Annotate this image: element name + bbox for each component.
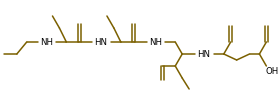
Text: HN: HN xyxy=(197,50,211,59)
Text: NH: NH xyxy=(40,38,53,47)
Text: HN: HN xyxy=(94,38,108,47)
Text: OH: OH xyxy=(266,68,279,77)
Text: NH: NH xyxy=(149,38,162,47)
